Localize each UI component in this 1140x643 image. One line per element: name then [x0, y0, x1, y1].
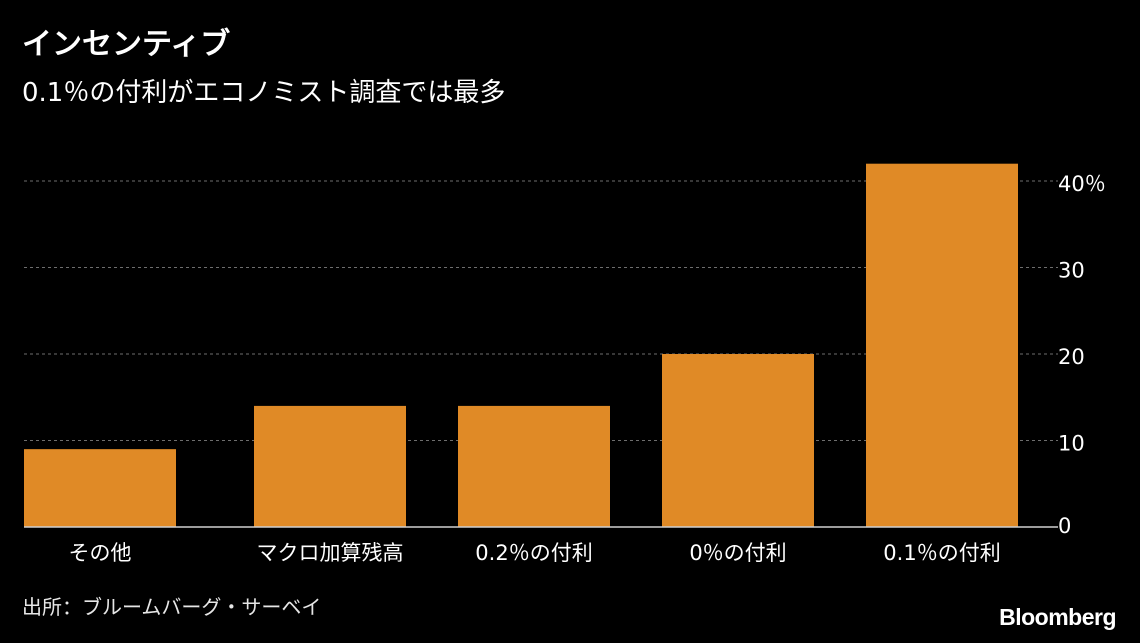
bloomberg-logo: Bloomberg	[999, 604, 1116, 630]
bar-3	[458, 405, 610, 527]
category-label: 0％の付利	[689, 541, 786, 565]
y-tick-label: 30	[1058, 259, 1085, 283]
chart-title: インセンティブ	[22, 27, 231, 62]
bar-2	[254, 405, 406, 527]
category-label: マクロ加算残高	[257, 541, 404, 565]
category-label: その他	[69, 541, 132, 565]
category-label: 0.2％の付利	[475, 541, 592, 565]
source-note: 出所：ブルームバーグ・サーベイ	[22, 595, 322, 619]
y-tick-label: 10	[1058, 432, 1085, 456]
bar-1	[24, 449, 176, 527]
category-label: 0.1％の付利	[883, 541, 1000, 565]
y-tick-label: 20	[1058, 345, 1085, 369]
y-tick-label: 0	[1058, 514, 1071, 538]
bar-5	[866, 163, 1018, 527]
y-tick-label: 40％	[1058, 172, 1106, 196]
bar-4	[662, 354, 814, 527]
chart-subtitle: 0.1％の付利がエコノミスト調査では最多	[22, 78, 506, 108]
